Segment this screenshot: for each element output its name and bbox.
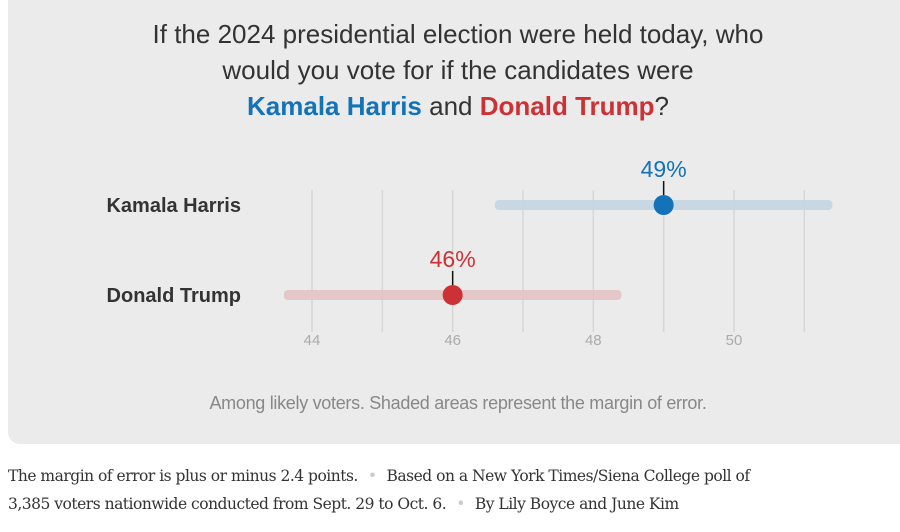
title-trump: Donald Trump <box>479 91 655 121</box>
footer-source-cont: 3,385 voters nationwide conducted from S… <box>8 495 447 513</box>
candidate-label: Kamala Harris <box>106 195 241 217</box>
x-tick-label: 46 <box>444 332 461 349</box>
title-line-1: If the 2024 presidential election were h… <box>152 19 764 49</box>
value-dot <box>653 195 674 215</box>
dot-range-chart: 44 46 48 50 Kamala Harris 49% Donald Trump 46% <box>106 156 833 349</box>
candidate-label: Donald Trump <box>107 285 241 307</box>
x-tick-label: 48 <box>585 332 602 349</box>
footer-byline: By Lily Boyce and June Kim <box>474 495 679 513</box>
title-question: ? <box>654 91 669 121</box>
chart-note: Among likely voters. Shaded areas repres… <box>209 393 707 413</box>
x-tick-label: 50 <box>726 332 743 349</box>
value-label: 49% <box>641 156 687 182</box>
title-harris: Kamala Harris <box>247 91 422 121</box>
footer-source: Based on a New York Times/Siena College … <box>386 467 751 485</box>
chart-panel <box>8 0 900 444</box>
value-label: 46% <box>430 246 476 272</box>
x-tick-label: 44 <box>304 332 321 349</box>
chart-title: If the 2024 presidential election were h… <box>8 16 900 124</box>
value-dot <box>442 285 463 305</box>
footer-credits: The margin of error is plus or minus 2.4… <box>8 467 751 513</box>
title-line-2: would you vote for if the candidates wer… <box>222 55 694 85</box>
title-and: and <box>421 91 480 121</box>
footer-moe: The margin of error is plus or minus 2.4… <box>8 467 358 485</box>
